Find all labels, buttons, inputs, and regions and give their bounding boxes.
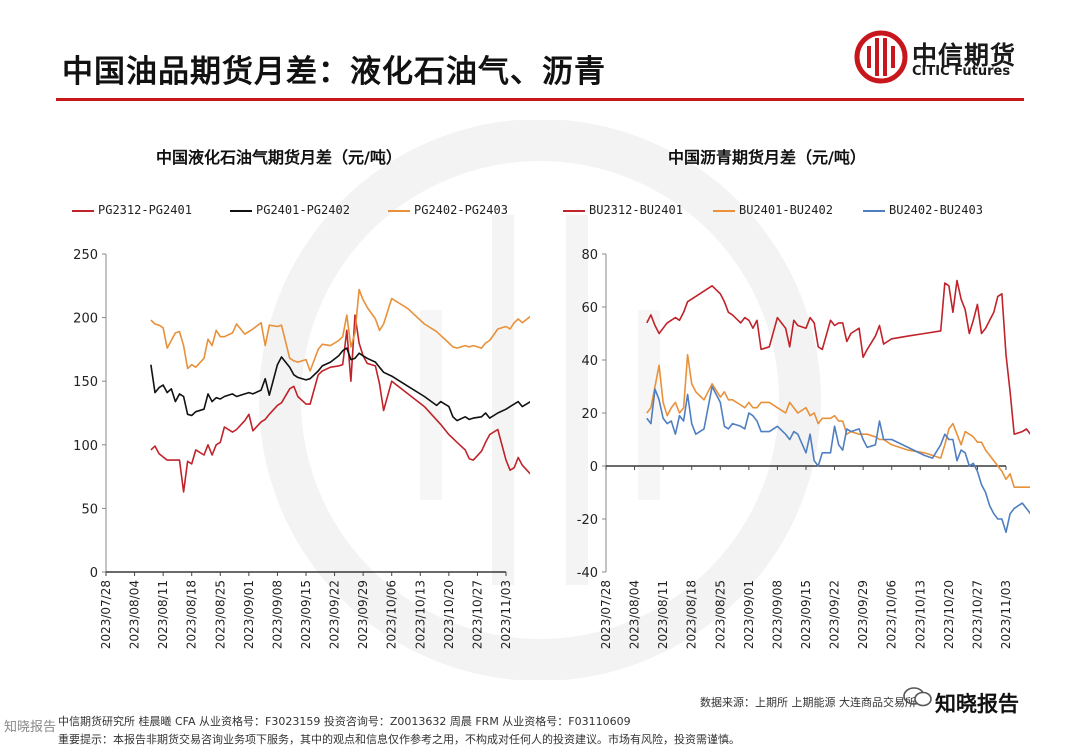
bitumen-legend: BU2312-BU2401 BU2401-BU2402 BU2402-BU240… xyxy=(563,203,1023,221)
lpg-x-tick-label: 2023/10/13 xyxy=(413,580,427,649)
legend-item-bu2402-bu2403: BU2402-BU2403 xyxy=(863,203,983,217)
legend-item-bu2312-bu2401: BU2312-BU2401 xyxy=(563,203,683,217)
logo-text-en: CITIC Futures xyxy=(912,64,1011,79)
bitumen-y-tick-label: 0 xyxy=(590,460,598,475)
lpg-x-tick-label: 2023/09/29 xyxy=(356,580,370,649)
legend-item-bu2401-bu2402: BU2401-BU2402 xyxy=(713,203,833,217)
data-source: 数据来源：上期所 上期能源 大连商品交易所 xyxy=(700,696,916,709)
bitumen-x-tick-label: 2023/08/25 xyxy=(713,580,727,649)
lpg-y-tick-label: 100 xyxy=(73,439,98,454)
lpg-x-tick-label: 2023/09/15 xyxy=(299,580,313,649)
citic-logo-icon xyxy=(854,30,908,84)
legend-swatch xyxy=(713,209,735,212)
bitumen-x-tick-label: 2023/09/22 xyxy=(828,580,842,649)
bitumen-x-tick-label: 2023/11/03 xyxy=(999,580,1013,649)
lpg-series-line-pg2312-pg2401 xyxy=(150,314,530,493)
bitumen-y-tick-label: 20 xyxy=(581,407,598,422)
lpg-x-tick-label: 2023/07/28 xyxy=(99,580,113,649)
legend-label: PG2401-PG2402 xyxy=(256,203,350,217)
lpg-y-tick-label: 250 xyxy=(73,248,98,263)
legend-label: PG2402-PG2403 xyxy=(414,203,508,217)
bitumen-spread-chart: -40 -20 0 20 40 60 80 2023/07/28 2023/08/04 2023/… xyxy=(577,248,1030,649)
lpg-series-line-pg2401-pg2402 xyxy=(150,347,530,422)
disclaimer: 重要提示：本报告非期货交易咨询业务项下服务，其中的观点和信息仅作参考之用，不构成… xyxy=(58,733,740,746)
watermark-logo xyxy=(259,120,821,680)
lpg-y-tick-label: 0 xyxy=(90,566,98,581)
legend-swatch xyxy=(230,209,252,212)
lpg-y-tick-label: 200 xyxy=(73,312,98,327)
lpg-x-tick-label: 2023/11/03 xyxy=(499,580,513,649)
bitumen-x-tick-label: 2023/09/15 xyxy=(799,580,813,649)
bitumen-x-tick-label: 2023/09/01 xyxy=(742,580,756,649)
lpg-spread-chart: 0 50 100 150 200 250 2023/07/28 2023/08/04 2023/… xyxy=(73,248,530,649)
legend-label: PG2312-PG2401 xyxy=(98,203,192,217)
bitumen-x-tick-label: 2023/09/29 xyxy=(856,580,870,649)
lpg-x-tick-label: 2023/09/08 xyxy=(270,580,284,649)
bitumen-y-tick-label: -40 xyxy=(577,566,598,581)
bitumen-x-tick-label: 2023/10/13 xyxy=(913,580,927,649)
bitumen-x-tick-label: 2023/09/08 xyxy=(770,580,784,649)
logo-text-cn: 中信期货 xyxy=(912,41,1017,70)
page-title: 中国油品期货月差：液化石油气、沥青 xyxy=(62,54,606,90)
citic-logo: 中信期货 CITIC Futures xyxy=(854,30,1024,86)
corner-watermark: 知晓报告 xyxy=(4,720,57,735)
bitumen-chart-title: 中国沥青期货月差（元/吨） xyxy=(668,148,866,167)
bitumen-series-line-bu2402-bu2403 xyxy=(646,385,1030,534)
lpg-series-line-pg2402-pg2403 xyxy=(150,288,530,372)
legend-label: BU2401-BU2402 xyxy=(739,203,833,217)
legend-label: BU2312-BU2401 xyxy=(589,203,683,217)
bitumen-x-tick-label: 2023/10/20 xyxy=(942,580,956,649)
bitumen-y-tick-label: -20 xyxy=(577,513,598,528)
analyst-credits: 中信期货研究所 桂晨曦 CFA 从业资格号：F3023159 投资咨询号：Z00… xyxy=(58,715,631,728)
lpg-y-tick-label: 150 xyxy=(73,375,98,390)
legend-item-pg2401-pg2402: PG2401-PG2402 xyxy=(230,203,350,217)
bitumen-y-tick-label: 60 xyxy=(581,301,598,316)
lpg-legend: PG2312-PG2401 PG2401-PG2402 PG2402-PG240… xyxy=(72,203,532,221)
legend-swatch xyxy=(72,209,94,212)
bitumen-x-tick-label: 2023/10/27 xyxy=(970,580,984,649)
lpg-chart-title: 中国液化石油气期货月差（元/吨） xyxy=(156,148,402,167)
title-divider xyxy=(56,98,1024,101)
legend-label: BU2402-BU2403 xyxy=(889,203,983,217)
watermark-brand: 知晓报告 xyxy=(935,692,1019,716)
legend-swatch xyxy=(388,209,410,212)
bitumen-x-tick-label: 2023/08/11 xyxy=(656,580,670,649)
bitumen-x-tick-label: 2023/08/04 xyxy=(628,580,642,649)
bitumen-y-tick-label: 40 xyxy=(581,354,598,369)
bitumen-y-tick-label: 80 xyxy=(581,248,598,263)
legend-item-pg2402-pg2403: PG2402-PG2403 xyxy=(388,203,508,217)
lpg-x-tick-label: 2023/09/01 xyxy=(242,580,256,649)
bitumen-x-tick-label: 2023/08/18 xyxy=(685,580,699,649)
legend-item-pg2312-pg2401: PG2312-PG2401 xyxy=(72,203,192,217)
lpg-x-tick-label: 2023/10/06 xyxy=(385,580,399,649)
lpg-x-tick-label: 2023/08/18 xyxy=(185,580,199,649)
lpg-x-tick-label: 2023/09/22 xyxy=(328,580,342,649)
lpg-x-tick-label: 2023/08/04 xyxy=(128,580,142,649)
bitumen-x-tick-label: 2023/10/06 xyxy=(885,580,899,649)
wechat-icon xyxy=(903,687,932,707)
lpg-y-tick-label: 50 xyxy=(81,502,98,517)
legend-swatch xyxy=(863,209,885,212)
bitumen-x-tick-label: 2023/07/28 xyxy=(599,580,613,649)
lpg-x-tick-label: 2023/08/25 xyxy=(213,580,227,649)
lpg-x-tick-label: 2023/10/27 xyxy=(470,580,484,649)
bitumen-series-line-bu2312-bu2401 xyxy=(646,279,1030,435)
legend-swatch xyxy=(563,209,585,212)
lpg-x-tick-label: 2023/10/20 xyxy=(442,580,456,649)
bitumen-series-line-bu2401-bu2402 xyxy=(646,353,1030,488)
lpg-x-tick-label: 2023/08/11 xyxy=(156,580,170,649)
